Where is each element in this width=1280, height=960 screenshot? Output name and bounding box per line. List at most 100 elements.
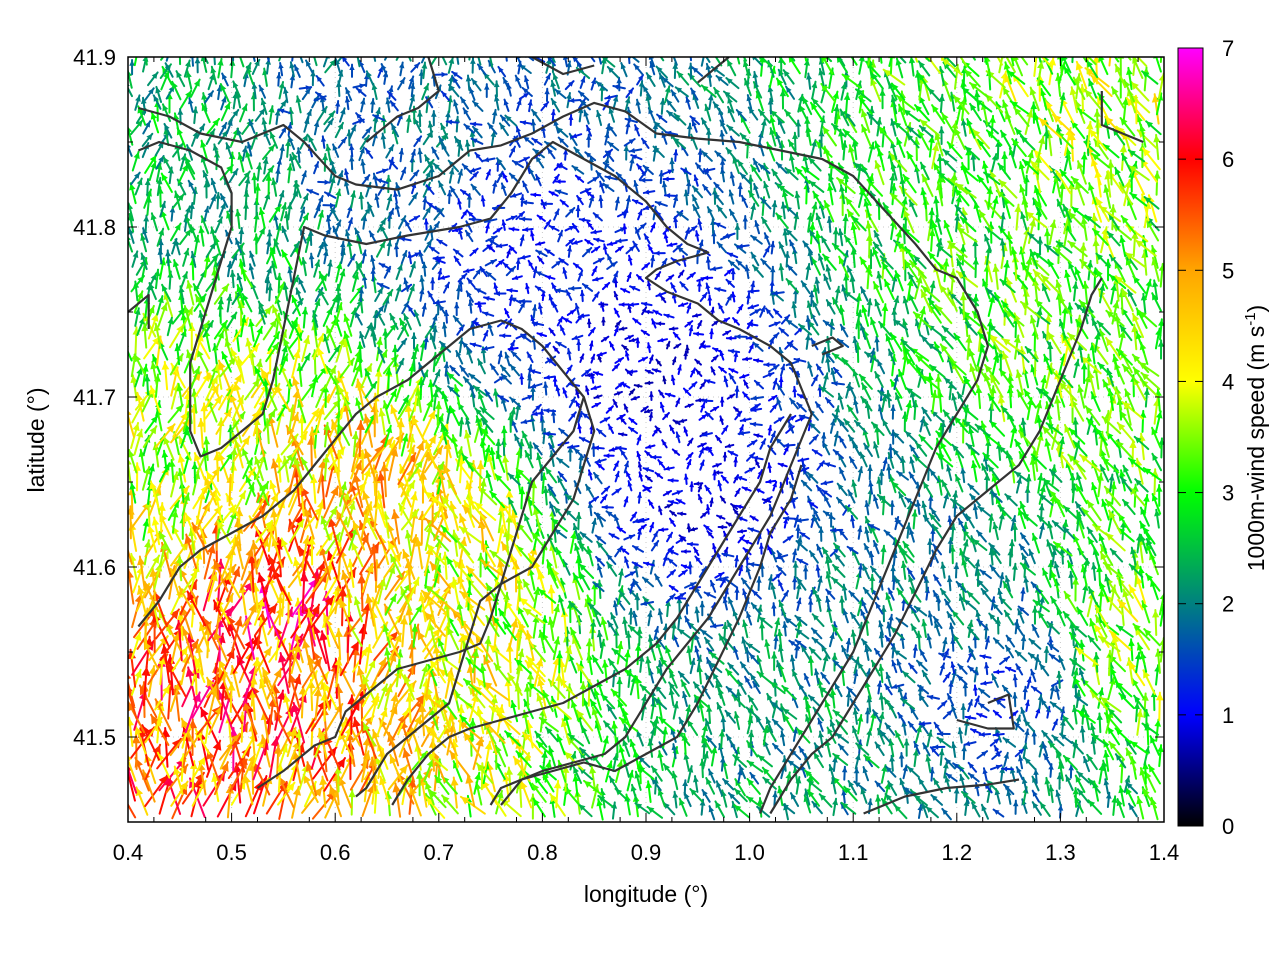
wind-arrow-head [352,718,361,728]
wind-arrow [616,760,623,782]
wind-arrow [1013,801,1019,814]
wind-arrow [877,681,882,693]
wind-arrow [1027,677,1032,688]
wind-arrow [991,739,999,746]
wind-arrow [1052,680,1062,685]
wind-arrow-head [774,619,780,626]
wind-arrow [557,735,565,755]
wind-arrow-head [302,640,310,649]
wind-arrow-head [984,663,989,669]
wind-arrow [672,792,678,808]
wind-arrow [701,630,712,638]
wind-arrow [839,744,848,754]
wind-arrow-head [939,749,945,755]
wind-arrow [1007,636,1014,647]
wind-arrow-head [506,768,513,776]
wind-arrow [1141,601,1149,622]
wind-arrow [836,733,848,742]
wind-arrow [958,728,964,742]
wind-arrow [741,637,747,652]
wind-arrow-head [832,654,838,660]
wind-arrow-head [293,558,301,566]
wind-arrow [1079,669,1085,683]
wind-arrow-head [335,629,343,637]
wind-arrow [1104,779,1110,793]
wind-arrow [919,778,927,791]
wind-arrow-head [973,685,978,690]
wind-arrow [678,629,691,638]
wind-arrow [799,747,806,758]
wind-arrow [658,789,665,806]
wind-arrow [862,600,867,612]
wind-arrow [980,654,990,659]
wind-arrow [954,788,960,803]
wind-arrow [973,685,978,695]
wind-arrow [991,765,1002,770]
wind-arrow [207,741,221,777]
wind-arrow [1088,592,1095,616]
wind-arrow [1005,611,1013,625]
wind-arrow [584,781,602,795]
wind-arrow-head [771,603,776,609]
wind-arrow [1077,608,1087,625]
wind-arrow [715,801,724,817]
wind-arrow-head [875,795,881,801]
wind-arrow [646,781,653,802]
wind-arrow [853,708,859,723]
wind-arrow [928,695,939,700]
wind-arrow [687,720,697,735]
wind-arrow [734,712,740,729]
wind-arrow-head [234,617,243,627]
wind-arrow-head [1098,688,1104,695]
wind-arrow [977,751,987,758]
wind-arrow [1087,755,1097,769]
wind-arrow [849,591,858,601]
wind-arrow-head [961,746,967,752]
wind-arrow [957,676,966,685]
wind-arrow [782,622,788,635]
wind-arrow [896,731,904,747]
wind-arrow [994,669,1004,674]
wind-arrow [773,636,779,649]
wind-arrow [909,722,917,732]
wind-arrow [1135,653,1141,672]
wind-arrow-head [961,704,967,710]
wind-arrow [982,805,988,819]
wind-arrow [1080,726,1086,741]
wind-arrow [1042,743,1047,756]
wind-arrow-head [1044,647,1050,653]
wind-arrow [829,765,835,780]
wind-arrow [125,569,134,603]
wind-arrow-head [554,781,562,789]
wind-arrow-head [125,569,134,578]
wind-arrow [784,714,794,731]
wind-arrow [886,673,891,687]
wind-arrow-head [380,709,387,718]
wind-arrow [875,795,881,813]
wind-arrow [808,599,813,611]
wind-arrow [726,711,735,723]
wind-arrow-head [391,693,399,702]
wind-arrow [659,718,674,731]
wind-arrow [756,656,762,673]
wind-arrow-head [1013,801,1019,807]
wind-arrow [899,753,905,766]
wind-arrow [709,806,715,819]
wind-arrow [994,638,1003,648]
wind-arrow-head [524,609,532,616]
wind-arrow-head [1136,797,1143,805]
wind-arrow-head [278,653,287,663]
wind-arrow [1042,731,1052,742]
wind-arrow-head [1097,714,1103,721]
wind-arrow [694,607,700,621]
wind-arrow [892,661,897,673]
wind-arrow [1056,672,1062,688]
wind-arrow-head [556,651,563,658]
wind-arrow [993,603,1002,614]
wind-arrow [533,588,540,610]
wind-arrow [832,799,838,815]
wind-arrow [753,590,761,598]
wind-arrow-head [825,701,831,708]
wind-arrow [926,807,938,818]
wind-arrow [913,645,918,657]
